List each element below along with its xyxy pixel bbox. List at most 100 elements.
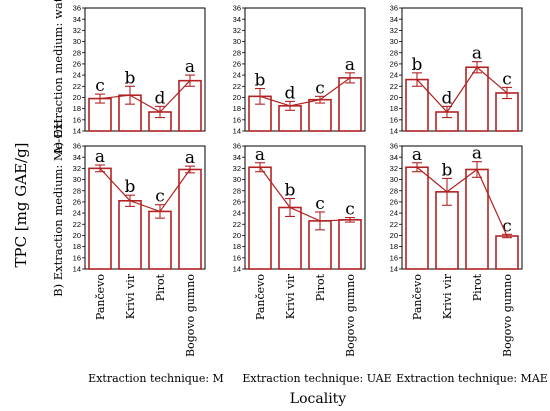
significance-letter: d: [155, 88, 166, 108]
column-label-uae: Extraction technique: UAE: [242, 372, 391, 385]
y-tick-label: 30: [73, 37, 81, 46]
y-tick-label: 30: [233, 175, 241, 184]
category-label: Bogovo gumno: [501, 274, 514, 357]
y-tick-label: 24: [390, 209, 398, 218]
y-tick-label: 24: [233, 209, 241, 218]
bar-3: [148, 210, 172, 270]
y-tick-label: 32: [73, 164, 81, 173]
y-tick-label: 30: [390, 37, 398, 46]
bar-4: [338, 219, 362, 270]
bar-3: [308, 98, 332, 132]
y-tick-label: 36: [390, 4, 398, 13]
panel-r0-c0: 14 16 18 20 22 24 26 28 30 32 34 36 c bda: [73, 4, 206, 136]
significance-letter: c: [345, 200, 355, 220]
significance-letter: c: [502, 216, 512, 236]
y-tick-label: 32: [390, 26, 398, 35]
category-label: Pirot: [314, 273, 327, 301]
y-tick-label: 28: [390, 186, 398, 195]
y-tick-label: 28: [390, 48, 398, 57]
y-tick-label: 24: [390, 71, 398, 80]
significance-letter: b: [125, 68, 136, 88]
y-tick-label: 34: [73, 153, 81, 162]
y-tick-label: 32: [390, 164, 398, 173]
y-tick-label: 18: [73, 104, 81, 113]
column-label-mae: Extraction technique: MAE: [396, 372, 548, 385]
y-tick-label: 36: [73, 142, 81, 151]
category-label: Pirot: [154, 273, 167, 301]
bar-1: [405, 166, 429, 270]
category-label: Bogovo gumno: [184, 274, 197, 357]
bar-2: [118, 199, 142, 270]
y-tick-label: 14: [73, 127, 81, 136]
y-tick-label: 34: [390, 153, 398, 162]
series-line: [259, 166, 351, 222]
category-label: Krivi vir: [284, 273, 297, 319]
y-tick-label: 36: [233, 142, 241, 151]
bar-4: [178, 168, 202, 270]
category-label: Krivi vir: [124, 273, 137, 319]
y-tick-label: 30: [73, 175, 81, 184]
series-line: [416, 66, 508, 113]
panel-r1-c1: 14 16 18 20 22 24 26 28 30 32 34 36 a Pančevo b Krivi v…: [233, 142, 366, 357]
bar-1: [248, 166, 272, 270]
y-tick-label: 28: [233, 186, 241, 195]
category-label: Pančevo: [254, 274, 267, 320]
bar-1: [88, 167, 112, 270]
y-tick-label: 18: [390, 104, 398, 113]
y-axis-label: TPC [mg GAE/g]: [12, 142, 30, 267]
y-tick-label: 14: [73, 265, 81, 274]
y-tick-label: 18: [390, 242, 398, 251]
y-tick-label: 22: [390, 220, 398, 229]
significance-letter: c: [95, 76, 105, 96]
significance-letter: a: [472, 144, 482, 164]
y-tick-label: 36: [233, 4, 241, 13]
y-tick-label: 24: [73, 71, 81, 80]
y-tick-label: 14: [233, 265, 241, 274]
category-label: Pirot: [471, 273, 484, 301]
y-tick-label: 20: [233, 93, 241, 102]
significance-letter: c: [315, 78, 325, 98]
significance-letter: a: [185, 57, 195, 77]
y-tick-label: 18: [233, 104, 241, 113]
y-tick-label: 34: [390, 15, 398, 24]
y-tick-label: 30: [233, 37, 241, 46]
bar-3: [465, 168, 489, 270]
significance-letter: a: [185, 148, 195, 168]
significance-letter: a: [95, 147, 105, 167]
y-tick-label: 22: [233, 82, 241, 91]
y-tick-label: 20: [233, 231, 241, 240]
significance-letter: c: [315, 194, 325, 214]
y-tick-label: 14: [233, 127, 241, 136]
y-tick-label: 32: [233, 26, 241, 35]
y-tick-label: 20: [390, 93, 398, 102]
y-tick-label: 26: [73, 60, 81, 69]
y-tick-label: 26: [390, 60, 398, 69]
y-tick-label: 20: [73, 231, 81, 240]
category-label: Pančevo: [411, 274, 424, 320]
significance-letter: b: [125, 177, 136, 197]
y-tick-label: 16: [73, 253, 81, 262]
y-tick-label: 36: [73, 4, 81, 13]
y-tick-label: 28: [73, 48, 81, 57]
x-axis-label: Locality: [290, 391, 346, 407]
y-tick-label: 16: [73, 115, 81, 124]
bar-4: [495, 235, 519, 270]
y-tick-label: 22: [390, 82, 398, 91]
row-label-top: A) Extraction medium: water: [51, 0, 65, 156]
y-tick-label: 26: [233, 60, 241, 69]
series-line: [259, 77, 351, 107]
significance-letter: a: [412, 145, 422, 165]
y-tick-label: 26: [233, 198, 241, 207]
significance-letter: b: [255, 71, 266, 91]
significance-letter: c: [502, 69, 512, 89]
category-label: Bogovo gumno: [344, 274, 357, 357]
y-tick-label: 24: [73, 209, 81, 218]
significance-letter: d: [285, 83, 296, 103]
panel-r1-c0: 14 16 18 20 22 24 26 28 30 32 34 36 a Pančevo b Krivi v…: [73, 142, 206, 357]
bar-4: [338, 77, 362, 132]
panel-r1-c2: 14 16 18 20 22 24 26 28 30 32 34 36 a Pančevo b Krivi v…: [390, 142, 523, 357]
category-label: Krivi vir: [441, 273, 454, 319]
y-tick-label: 20: [390, 231, 398, 240]
significance-letter: b: [412, 55, 423, 75]
